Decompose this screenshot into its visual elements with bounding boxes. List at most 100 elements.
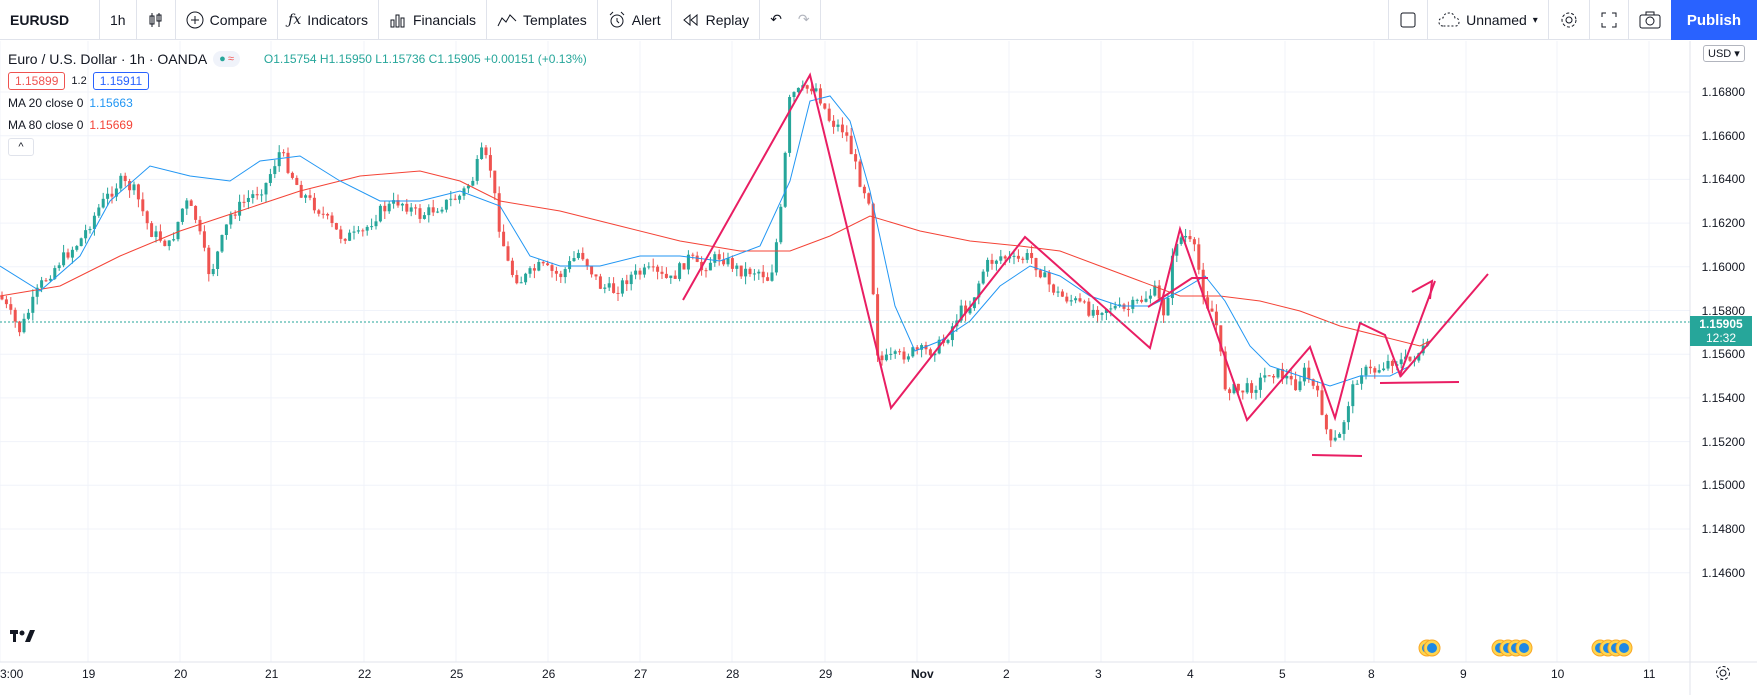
ma20-legend-row[interactable]: MA 20 close 0 1.15663: [8, 92, 587, 114]
candle: [550, 262, 554, 278]
candle: [1346, 401, 1350, 430]
candle: [1188, 229, 1192, 242]
candle: [35, 284, 39, 305]
price-tick-label: 1.16400: [1701, 172, 1745, 187]
candle-body: [581, 252, 585, 260]
sell-price-button[interactable]: 1.15899: [8, 72, 66, 90]
layout-name-button[interactable]: Unnamed ▾: [1428, 0, 1549, 40]
settings-button[interactable]: [1549, 0, 1590, 40]
candle: [1254, 385, 1258, 400]
symbol-search[interactable]: EURUSD: [0, 0, 100, 40]
candle-body: [317, 210, 321, 214]
candle-body: [1267, 375, 1271, 377]
candle-body: [277, 152, 281, 167]
candle: [1368, 359, 1372, 374]
candle-body: [682, 263, 686, 270]
candle-body: [4, 299, 8, 305]
alert-button[interactable]: Alert: [598, 0, 672, 40]
candle-body: [590, 266, 594, 275]
candle: [840, 117, 844, 139]
financials-button[interactable]: Financials: [379, 0, 487, 40]
candle-body: [616, 292, 620, 294]
candle-body: [75, 246, 79, 250]
candle-body: [334, 223, 338, 230]
fx-icon: ƒx: [288, 11, 302, 28]
legend-title[interactable]: Euro / U.S. Dollar · 1h · OANDA: [8, 51, 208, 67]
candle: [515, 270, 519, 285]
candle: [528, 266, 532, 278]
candle: [84, 224, 88, 244]
candle-body: [805, 85, 809, 89]
candle: [986, 257, 990, 277]
time-axis-settings-button[interactable]: [1714, 664, 1732, 687]
candle-body: [506, 246, 510, 261]
candle-body: [893, 351, 897, 354]
candle: [1135, 298, 1139, 304]
candle: [616, 286, 620, 302]
candle-body: [629, 274, 633, 285]
candle: [106, 187, 110, 206]
interval-button[interactable]: 1h: [100, 0, 137, 40]
candle-body: [1316, 385, 1320, 391]
market-status-pill[interactable]: ● ≈: [213, 51, 240, 67]
compare-button[interactable]: Compare: [176, 0, 279, 40]
candle-body: [568, 261, 572, 270]
snapshot-button[interactable]: [1629, 0, 1671, 40]
publish-button[interactable]: Publish: [1670, 0, 1757, 40]
candle-body: [660, 271, 664, 274]
candle-body: [748, 268, 752, 275]
replay-button[interactable]: Replay: [672, 0, 761, 40]
collapse-legend-button[interactable]: ^: [8, 138, 34, 156]
candle-body: [172, 239, 176, 241]
candle-body: [541, 261, 545, 264]
buy-price-button[interactable]: 1.15911: [92, 72, 150, 90]
chart-legend: Euro / U.S. Dollar · 1h · OANDA ● ≈ O1.1…: [8, 48, 587, 158]
time-tick-label: 5: [1279, 667, 1286, 681]
candle: [1329, 428, 1333, 448]
candle: [31, 289, 35, 321]
candle-body: [1179, 237, 1183, 244]
indicators-label: Indicators: [307, 11, 368, 28]
candle: [383, 201, 387, 220]
price-chart[interactable]: [0, 41, 1757, 695]
candle-body: [1047, 272, 1051, 285]
fullscreen-layout-button[interactable]: [1388, 0, 1429, 40]
ohlc-values: O1.15754 H1.15950 L1.15736 C1.15905 +0.0…: [263, 52, 587, 66]
candle-body: [1034, 258, 1038, 271]
candle: [823, 102, 827, 110]
candle: [1096, 306, 1100, 323]
candle: [836, 119, 840, 132]
candle-body: [268, 174, 272, 183]
candle: [638, 267, 642, 280]
undo-icon[interactable]: ↶: [770, 11, 782, 27]
candle-body: [845, 132, 849, 136]
candle: [79, 237, 83, 247]
candle: [1364, 364, 1368, 380]
tradingview-logo[interactable]: [10, 628, 36, 648]
candle: [1289, 369, 1293, 386]
candle: [832, 115, 836, 134]
indicators-button[interactable]: ƒx Indicators: [278, 0, 379, 40]
templates-button[interactable]: Templates: [487, 0, 598, 40]
candle-body: [238, 201, 242, 216]
candle-body: [1250, 383, 1254, 393]
time-tick-label: Nov: [911, 667, 934, 681]
camera-icon: [1639, 11, 1661, 29]
redo-icon[interactable]: ↷: [797, 11, 810, 27]
candle: [572, 251, 576, 262]
bid-ask-row: 1.15899 1.2 1.15911: [8, 70, 587, 92]
chart-type-button[interactable]: [137, 0, 176, 40]
candle-body: [686, 254, 690, 270]
candle: [282, 149, 286, 157]
candle: [202, 225, 206, 252]
candle: [260, 189, 264, 202]
candle-body: [1263, 375, 1267, 378]
candle: [365, 225, 369, 236]
ma80-legend-row[interactable]: MA 80 close 0 1.15669: [8, 114, 587, 136]
currency-selector[interactable]: USD ▾: [1703, 45, 1745, 62]
candle-body: [849, 135, 853, 155]
candle-body: [216, 251, 220, 270]
candle-body: [282, 152, 286, 154]
candle-body: [444, 199, 448, 210]
fullscreen-button[interactable]: [1590, 0, 1629, 40]
